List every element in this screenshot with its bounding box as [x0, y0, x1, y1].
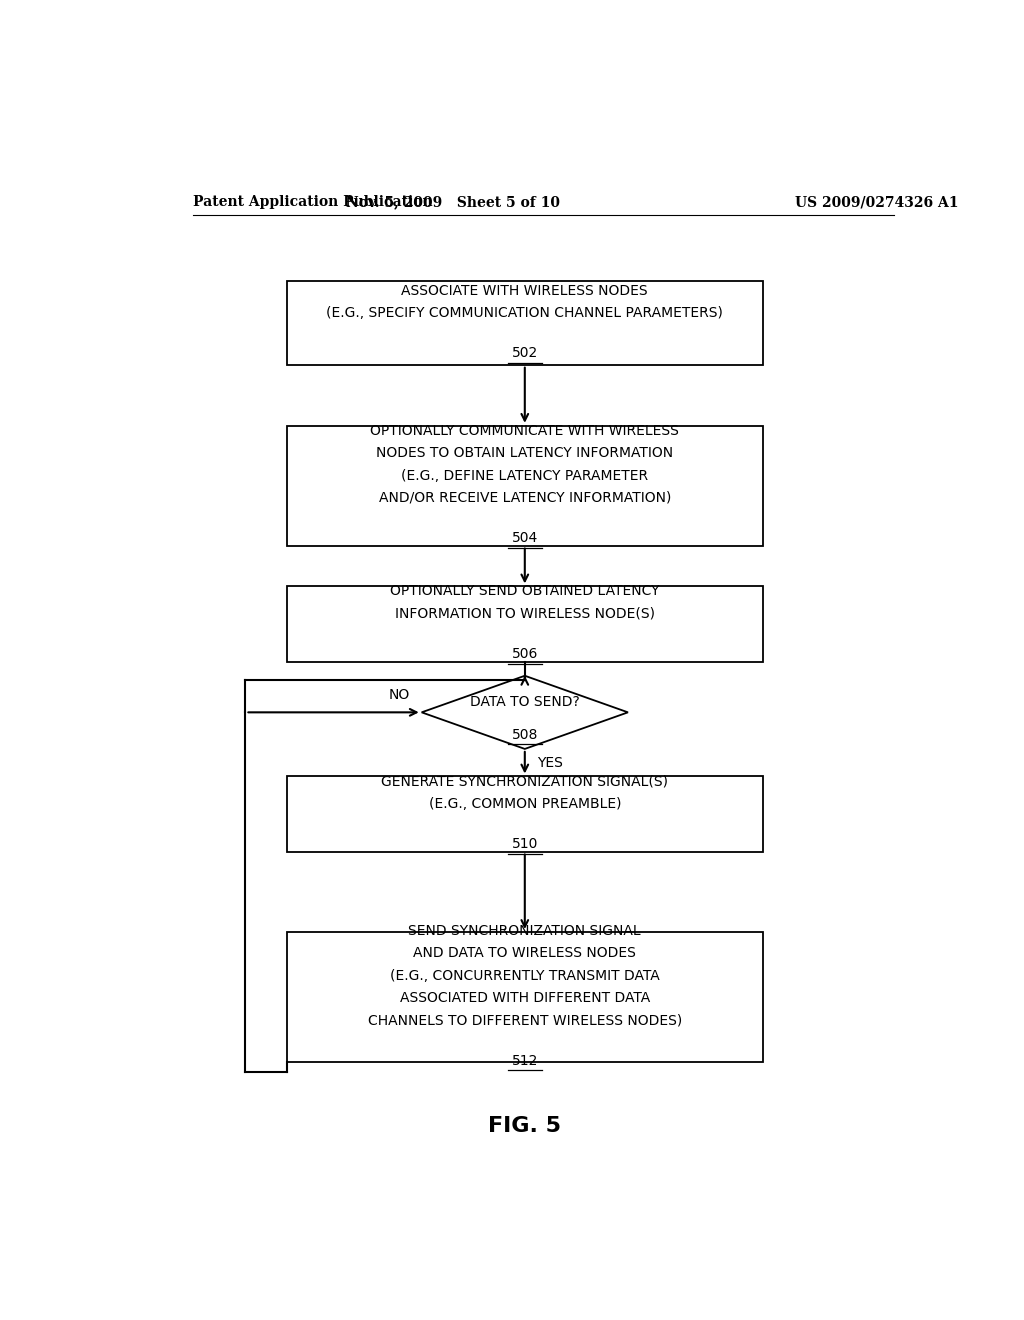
Text: Nov. 5, 2009   Sheet 5 of 10: Nov. 5, 2009 Sheet 5 of 10 [346, 195, 560, 209]
Text: AND DATA TO WIRELESS NODES: AND DATA TO WIRELESS NODES [414, 946, 636, 960]
Text: 504: 504 [512, 532, 538, 545]
Text: 506: 506 [512, 647, 538, 661]
Bar [287, 932, 763, 1063]
Text: 512: 512 [512, 1053, 538, 1068]
Text: GENERATE SYNCHRONIZATION SIGNAL(S): GENERATE SYNCHRONIZATION SIGNAL(S) [381, 775, 669, 788]
Text: ASSOCIATE WITH WIRELESS NODES: ASSOCIATE WITH WIRELESS NODES [401, 284, 648, 297]
Text: NO: NO [388, 688, 410, 702]
Bar [287, 776, 763, 851]
Text: (E.G., SPECIFY COMMUNICATION CHANNEL PARAMETERS): (E.G., SPECIFY COMMUNICATION CHANNEL PAR… [327, 306, 723, 319]
Text: YES: YES [537, 755, 562, 770]
Text: US 2009/0274326 A1: US 2009/0274326 A1 [795, 195, 958, 209]
Bar [287, 586, 763, 661]
Text: 508: 508 [512, 727, 538, 742]
Text: FIG. 5: FIG. 5 [488, 1115, 561, 1137]
Bar [287, 426, 763, 545]
Text: Patent Application Publication: Patent Application Publication [194, 195, 433, 209]
Text: OPTIONALLY SEND OBTAINED LATENCY: OPTIONALLY SEND OBTAINED LATENCY [390, 585, 659, 598]
Bar [287, 281, 763, 364]
Text: OPTIONALLY COMMUNICATE WITH WIRELESS: OPTIONALLY COMMUNICATE WITH WIRELESS [371, 424, 679, 438]
Text: INFORMATION TO WIRELESS NODE(S): INFORMATION TO WIRELESS NODE(S) [395, 607, 654, 620]
Text: AND/OR RECEIVE LATENCY INFORMATION): AND/OR RECEIVE LATENCY INFORMATION) [379, 491, 671, 504]
Text: ASSOCIATED WITH DIFFERENT DATA: ASSOCIATED WITH DIFFERENT DATA [399, 991, 650, 1005]
Text: SEND SYNCHRONIZATION SIGNAL: SEND SYNCHRONIZATION SIGNAL [409, 924, 641, 939]
Text: 502: 502 [512, 346, 538, 360]
Text: (E.G., DEFINE LATENCY PARAMETER: (E.G., DEFINE LATENCY PARAMETER [401, 469, 648, 483]
Polygon shape [422, 676, 628, 748]
Text: NODES TO OBTAIN LATENCY INFORMATION: NODES TO OBTAIN LATENCY INFORMATION [376, 446, 674, 461]
Text: CHANNELS TO DIFFERENT WIRELESS NODES): CHANNELS TO DIFFERENT WIRELESS NODES) [368, 1014, 682, 1027]
Text: DATA TO SEND?: DATA TO SEND? [470, 696, 580, 709]
Text: (E.G., CONCURRENTLY TRANSMIT DATA: (E.G., CONCURRENTLY TRANSMIT DATA [390, 969, 659, 982]
Text: 510: 510 [512, 837, 538, 851]
Text: (E.G., COMMON PREAMBLE): (E.G., COMMON PREAMBLE) [429, 797, 621, 810]
